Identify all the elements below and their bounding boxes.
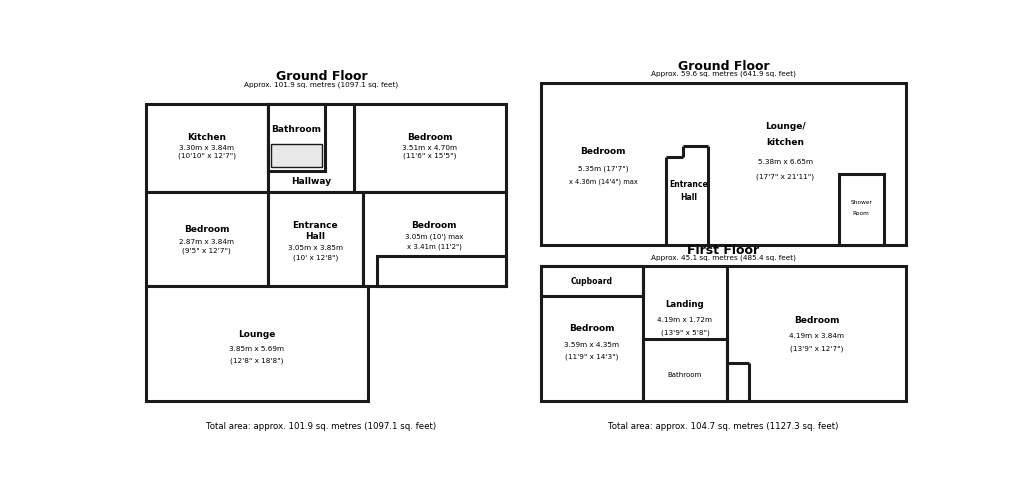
- Text: Bedroom: Bedroom: [407, 133, 453, 142]
- Text: Hallway: Hallway: [291, 177, 331, 186]
- Text: (17'7" x 21'11"): (17'7" x 21'11"): [756, 174, 814, 180]
- Text: (13'9" x 12'7"): (13'9" x 12'7"): [790, 346, 844, 352]
- Text: (13'9" x 5'8"): (13'9" x 5'8"): [660, 329, 710, 336]
- Text: Cupboard: Cupboard: [570, 276, 612, 285]
- Bar: [839, 174, 884, 245]
- Text: Bathroom: Bathroom: [668, 372, 702, 378]
- Bar: [364, 192, 506, 286]
- Text: (9'5" x 12'7"): (9'5" x 12'7"): [182, 248, 231, 254]
- Text: 5.38m x 6.65m: 5.38m x 6.65m: [758, 160, 813, 166]
- Text: Room: Room: [853, 211, 869, 216]
- Text: x 3.41m (11'2"): x 3.41m (11'2"): [407, 243, 462, 250]
- Text: Approx. 59.6 sq. metres (641.9 sq. feet): Approx. 59.6 sq. metres (641.9 sq. feet): [651, 70, 796, 77]
- Text: Hall: Hall: [305, 232, 326, 240]
- Bar: [377, 256, 506, 286]
- Text: Shower: Shower: [850, 200, 872, 204]
- Bar: [267, 104, 326, 171]
- Bar: [643, 339, 727, 401]
- Bar: [267, 104, 326, 171]
- Text: Hall: Hall: [680, 194, 697, 202]
- Text: 3.59m x 4.35m: 3.59m x 4.35m: [564, 342, 620, 347]
- Text: (10'10" x 12'7"): (10'10" x 12'7"): [178, 153, 236, 160]
- Text: Total area: approx. 104.7 sq. metres (1127.3 sq. feet): Total area: approx. 104.7 sq. metres (11…: [608, 422, 839, 431]
- Text: Bathroom: Bathroom: [271, 125, 322, 134]
- Text: kitchen: kitchen: [766, 138, 804, 147]
- Text: (11'9" x 14'3"): (11'9" x 14'3"): [565, 354, 618, 360]
- Text: 3.05m (10') max: 3.05m (10') max: [406, 234, 464, 240]
- Text: Bedroom: Bedroom: [412, 222, 457, 230]
- Text: 4.19m x 3.84m: 4.19m x 3.84m: [790, 334, 844, 340]
- Text: Total area: approx. 101.9 sq. metres (1097.1 sq. feet): Total area: approx. 101.9 sq. metres (10…: [207, 422, 436, 431]
- Bar: [146, 286, 368, 401]
- Text: Bedroom: Bedroom: [581, 146, 626, 156]
- Text: 3.85m x 5.69m: 3.85m x 5.69m: [229, 346, 285, 352]
- Text: 3.51m x 4.70m: 3.51m x 4.70m: [402, 145, 457, 151]
- Text: Bedroom: Bedroom: [569, 324, 614, 333]
- Text: (12'8" x 18'8"): (12'8" x 18'8"): [230, 358, 284, 364]
- Bar: [267, 104, 354, 192]
- Text: Ground Floor: Ground Floor: [275, 70, 368, 84]
- Text: 5.35m (17'7"): 5.35m (17'7"): [579, 166, 629, 172]
- Bar: [267, 192, 364, 286]
- Text: Ground Floor: Ground Floor: [678, 60, 769, 72]
- Text: 4.19m x 1.72m: 4.19m x 1.72m: [657, 318, 713, 324]
- Text: Landing: Landing: [666, 300, 705, 308]
- Bar: [271, 144, 322, 167]
- Text: 3.05m x 3.85m: 3.05m x 3.85m: [288, 246, 343, 252]
- Text: 3.30m x 3.84m: 3.30m x 3.84m: [179, 145, 234, 151]
- Text: Approx. 101.9 sq. metres (1097.1 sq. feet): Approx. 101.9 sq. metres (1097.1 sq. fee…: [245, 82, 398, 88]
- Text: First Floor: First Floor: [687, 244, 760, 258]
- Text: 2.87m x 3.84m: 2.87m x 3.84m: [179, 239, 234, 245]
- Text: Lounge/: Lounge/: [765, 122, 805, 132]
- Text: Lounge: Lounge: [239, 330, 275, 338]
- Text: (11'6" x 15'5"): (11'6" x 15'5"): [403, 153, 457, 160]
- Bar: [541, 266, 906, 401]
- Text: (10' x 12'8"): (10' x 12'8"): [293, 254, 338, 261]
- Text: Bedroom: Bedroom: [184, 225, 229, 234]
- Bar: [541, 266, 643, 296]
- Bar: [354, 104, 506, 192]
- Text: Kitchen: Kitchen: [187, 133, 226, 142]
- Bar: [541, 83, 906, 245]
- Text: Approx. 45.1 sq. metres (485.4 sq. feet): Approx. 45.1 sq. metres (485.4 sq. feet): [651, 254, 796, 261]
- Text: Entrance: Entrance: [293, 222, 338, 230]
- Text: Entrance: Entrance: [670, 180, 709, 190]
- Bar: [146, 192, 267, 286]
- Text: Bedroom: Bedroom: [794, 316, 840, 325]
- Text: x 4.36m (14'4") max: x 4.36m (14'4") max: [569, 178, 638, 185]
- Bar: [146, 104, 267, 192]
